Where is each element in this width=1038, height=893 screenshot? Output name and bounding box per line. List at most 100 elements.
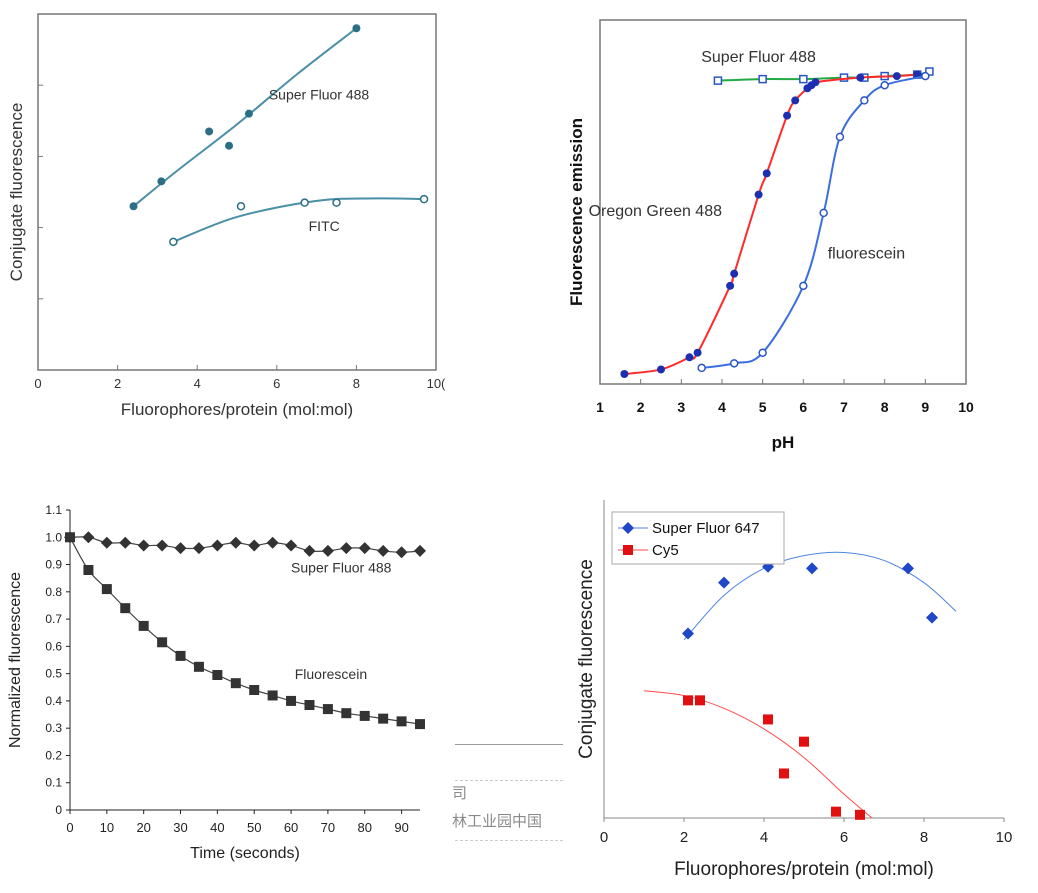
chart-2-series-3-point [697,363,706,373]
chart-2-series-2-point [726,281,735,290]
chart-4-x-tick-label: 2 [680,829,688,846]
chart-3-series-2-label: Fluorescein [295,666,367,682]
chart-3-series-1-label: Super Fluor 488 [291,560,392,576]
chart-1-series-2-point [169,237,178,247]
chart-1-x-tick-label: 0 [34,376,41,391]
chart-1-y-axis-label: Conjugate fluorescence [7,103,26,282]
chart-3-series-1-point [377,544,390,557]
chart-4-x-tick-label: 4 [760,829,768,846]
chart-3-x-tick-label: 60 [284,820,298,835]
chart-panel-4: 0 2 4 6 8 10 Fluorophores/protein (mol:mol) Con… [560,490,1038,888]
chart-2-series-2-point [754,190,763,199]
chart-3-series-1-point [156,539,169,552]
chart-3-series-2-point [415,719,425,730]
chart-4-x-tick-label: 10 [996,829,1013,846]
chart-1-x-tick-label: 10( [427,376,446,391]
stray-divider [455,744,563,745]
chart-2-series-1-label: Super Fluor 488 [701,49,816,66]
chart-1-series-1-point [225,141,234,150]
chart-3-x-tick-label: 10 [100,820,114,835]
chart-3-x-tick-label: 30 [173,820,187,835]
chart-2-x-tick-label: 6 [799,399,807,415]
chart-3-y-tick-label: 0.7 [45,612,62,626]
chart-4-series-2-point [831,806,841,817]
chart-1-x-tick-label: 4 [194,376,201,391]
chart-1-series-1-point [205,127,214,136]
chart-3-series-2-point [230,678,241,689]
chart-4-series-1-point [926,611,938,624]
chart-3-series-1-point [119,536,132,549]
chart-3-series-2-point [120,603,131,614]
chart-3-series-1-point [192,542,205,555]
chart-3-series-1-point [174,542,187,555]
chart-3-y-axis-label: Normalized fluorescence [7,572,24,748]
chart-1-series-1-point [352,24,361,33]
chart-4-series-1-point [682,627,694,640]
chart-3-x-tick-label: 20 [136,820,150,835]
chart-2-series-2-point [685,353,694,362]
chart-4-legend-swatch-marker [623,545,633,555]
chart-2-x-tick-label: 4 [718,399,726,415]
chart-3-x-tick-label: 90 [394,820,408,835]
chart-3-series-2-point [212,670,223,680]
chart-2-x-axis-label: pH [772,433,795,452]
chart-3-y-tick-label: 0 [55,803,62,817]
chart-2-series-2-point [892,72,901,81]
chart-2-series-1-point [839,73,849,82]
chart-2-x-tick-label: 9 [921,399,929,415]
chart-2-x-tick-label: 8 [881,399,889,415]
chart-3-series-1-point [137,539,150,552]
chart-3-series-1-point [100,536,113,549]
chart-3-y-tick-label: 0.5 [45,667,62,681]
chart-1-series-1-point [129,202,138,211]
chart-3-series-2-point [396,716,407,727]
chart-1-series-2-point [300,198,309,207]
chart-1-series-1-point [157,177,166,186]
chart-3-series-2-point [101,584,112,595]
chart-3-y-tick-label: 0.6 [45,639,62,653]
chart-1-x-axis-label: Fluorophores/protein (mol:mol) [121,400,353,419]
chart-4-x-tick-label: 8 [920,829,928,846]
chart-3-y-tick-label: 0.4 [45,694,62,708]
chart-panel-3: 0 0.1 0.2 0.3 0.4 0.5 0.6 0.7 0.8 0.9 1.0 1.1 0 10 20 3… [0,498,460,880]
chart-2-x-tick-label: 3 [677,399,685,415]
chart-3-series-1-point [285,539,298,552]
chart-2-series-3-label: fluorescein [828,245,905,262]
chart-4-svg: 0 2 4 6 8 10 Fluorophores/protein (mol:mol) Con… [576,500,1013,880]
chart-2-series-1-point [713,76,723,85]
chart-3-y-tick-label: 0.2 [45,748,62,762]
chart-3-series-2-point [138,620,149,631]
chart-2-svg: 1 2 3 4 5 6 7 8 9 10 pH Fluorescence emission Super … [567,19,974,452]
chart-3-x-tick-label: 80 [358,820,372,835]
chart-3-series-1-point [229,536,242,549]
chart-1-series-2-fit-line [172,197,425,243]
chart-4-x-tick-label: 6 [840,829,848,846]
chart-2-series-3-line [701,75,926,369]
chart-2-series-3-point [729,359,739,368]
chart-3-series-2-point [83,565,94,575]
chart-3-series-1-point [321,544,334,557]
chart-2-series-2-line [624,73,918,375]
chart-2-x-tick-label: 2 [637,399,645,415]
chart-3-x-tick-label: 40 [210,820,224,835]
chart-4-x-tick-label: 0 [600,829,608,846]
chart-2-x-tick-label: 1 [596,399,604,415]
chart-4-legend-box [611,511,785,565]
chart-2-series-2-point [811,78,820,87]
chart-2-series-3-point [799,281,808,291]
chart-3-series-1-point [340,542,353,555]
chart-4-series-2-point [683,695,693,706]
chart-panel-1: 0 2 4 6 8 10(Fluorophores/protein (mol:mol) Co… [0,0,460,440]
chart-3-series-2-point [157,637,168,648]
chart-3-series-2-point [322,704,333,715]
chart-3-y-tick-label: 1.1 [45,503,62,517]
chart-3-series-2-point [286,695,297,706]
chart-4-series-1-point [902,562,914,575]
chart-2-series-2-label: Oregon Green 488 [589,203,723,220]
chart-4-series-2-point [695,695,705,706]
chart-2-series-2-point [620,370,629,378]
chart-4-series-2-point [779,768,789,779]
chart-3-x-tick-label: 50 [247,820,261,835]
chart-3-series-2-point [65,532,75,543]
chart-2-x-tick-label: 7 [840,399,848,415]
